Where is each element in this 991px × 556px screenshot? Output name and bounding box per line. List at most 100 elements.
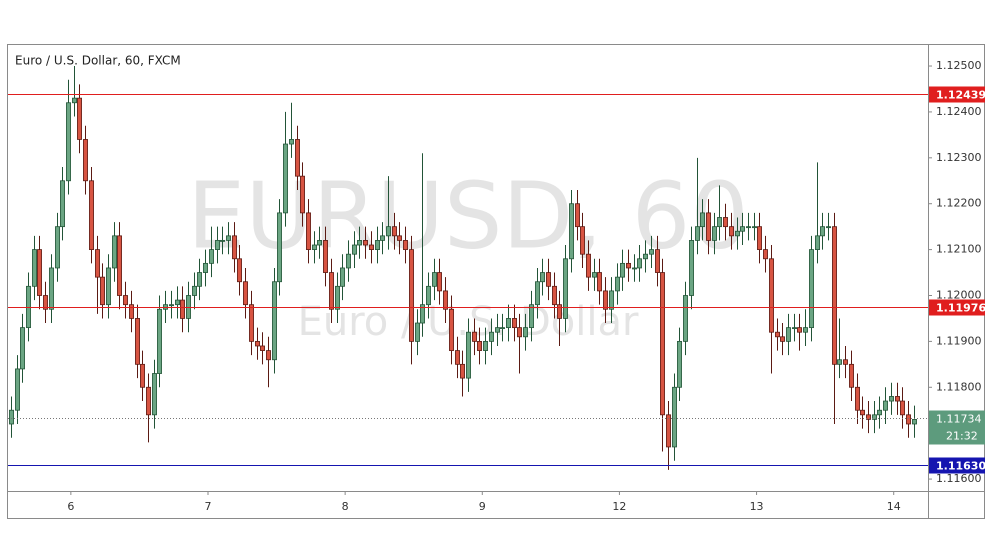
candle-body: [895, 396, 900, 402]
candle-body: [37, 249, 42, 296]
candle-body: [15, 368, 20, 411]
candle-body: [677, 340, 682, 388]
candle-body: [363, 240, 368, 246]
candle-body: [135, 318, 140, 365]
candle-body: [317, 240, 322, 246]
candle-body: [295, 139, 300, 177]
candle-body: [220, 240, 225, 242]
candle-body: [100, 276, 105, 306]
candle-body: [689, 240, 694, 296]
candle-body: [77, 97, 82, 140]
candle-body: [609, 290, 614, 310]
candle-body: [232, 235, 237, 260]
candle-body: [815, 235, 820, 251]
y-tick-label: 1.12100: [936, 243, 982, 256]
level-label-box: [929, 457, 985, 474]
x-tick-label: 9: [479, 500, 486, 513]
candle-body: [855, 386, 860, 411]
candle-body: [157, 308, 162, 374]
candle-body: [637, 258, 642, 269]
candle-body: [312, 244, 317, 251]
level-label: 1.11976: [936, 302, 986, 315]
candle-body: [466, 331, 471, 379]
candle-body: [26, 285, 31, 329]
candle-body: [375, 240, 380, 251]
candle-body: [683, 295, 688, 342]
candle-body: [672, 386, 677, 448]
candle-body: [140, 363, 145, 388]
candle-body: [580, 226, 585, 255]
candle-body: [780, 336, 785, 342]
candle-body: [632, 267, 637, 270]
candle-body: [740, 226, 745, 232]
candle-body: [500, 327, 505, 330]
chart-frame: [7, 44, 985, 519]
candle-body: [437, 272, 442, 292]
candle-body: [786, 327, 791, 342]
candle-body: [655, 249, 660, 273]
candle-body: [477, 340, 482, 351]
candle-body: [506, 318, 511, 329]
candle-body: [352, 244, 357, 255]
x-tick-label: 12: [612, 500, 626, 513]
level-label-box: [929, 86, 985, 103]
candle-body: [420, 304, 425, 324]
candle-body: [643, 253, 648, 260]
candle-body: [392, 226, 397, 237]
level-label: 1.12439: [936, 89, 986, 102]
candle-body: [706, 212, 711, 241]
candle-body: [186, 295, 191, 319]
countdown-label: 21:32: [946, 430, 978, 443]
candle-body: [489, 331, 494, 342]
y-tick-label: 1.12400: [936, 105, 982, 118]
candle-body: [649, 249, 654, 255]
candle-body: [266, 350, 271, 361]
candle-body: [735, 230, 740, 237]
candle-body: [32, 249, 37, 287]
candle-body: [300, 175, 305, 214]
candle-body: [272, 281, 277, 361]
candle-body: [203, 262, 208, 273]
candle-body: [586, 253, 591, 278]
candle-body: [460, 363, 465, 379]
candle-body: [443, 290, 448, 310]
candle-body: [792, 327, 797, 330]
candle-body: [557, 304, 562, 319]
x-tick-label: 6: [67, 500, 74, 513]
chart-title: Euro / U.S. Dollar, 60, FXCM: [15, 54, 181, 68]
candle-body: [426, 285, 431, 306]
candle-body: [260, 345, 265, 351]
candle-body: [723, 217, 728, 228]
candle-body: [615, 276, 620, 292]
candle-body: [129, 304, 134, 319]
y-tick-label: 1.12000: [936, 288, 982, 301]
candle-body: [660, 272, 665, 416]
y-tick-label: 1.11600: [936, 472, 982, 485]
candle-body: [66, 102, 71, 182]
candle-body: [517, 327, 522, 338]
candle-body: [666, 414, 671, 448]
level-label-box: [929, 299, 985, 316]
y-tick-label: 1.12200: [936, 197, 982, 210]
candle-body: [809, 249, 814, 329]
candle-body: [415, 322, 420, 342]
candle-body: [215, 240, 220, 251]
candle-body: [20, 327, 25, 370]
candle-body: [695, 226, 700, 241]
candle-body: [306, 212, 311, 251]
candle-body: [380, 235, 385, 241]
candle-body: [403, 240, 408, 251]
candle-body: [540, 272, 545, 283]
candle-body: [340, 267, 345, 287]
candle-body: [197, 272, 202, 287]
candle-body: [529, 304, 534, 329]
candle-body: [432, 272, 437, 287]
candle-body: [820, 226, 825, 237]
watermark-symbol: EURUSD, 60: [187, 162, 749, 269]
candle-body: [906, 414, 911, 425]
candle-body: [329, 272, 334, 310]
candle-body: [883, 400, 888, 411]
candle-body: [763, 249, 768, 260]
candle-body: [180, 299, 185, 319]
